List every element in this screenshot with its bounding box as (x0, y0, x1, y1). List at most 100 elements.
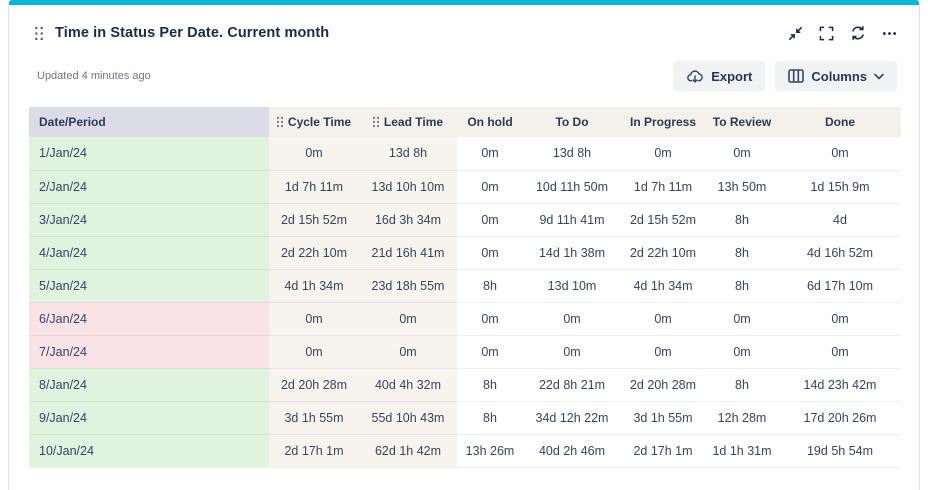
table-row[interactable]: 9/Jan/24 3d 1h 55m 55d 10h 43m 8h 34d 12… (29, 401, 901, 435)
export-button-label: Export (711, 68, 753, 84)
cell-on-hold: 0m (457, 335, 523, 369)
column-header-date-period[interactable]: Date/Period (29, 107, 269, 137)
refresh-icon[interactable] (850, 25, 866, 41)
cell-in-progress: 1d 7h 11m (621, 170, 705, 204)
cell-on-hold: 0m (457, 170, 523, 204)
column-header-to-review[interactable]: To Review (705, 107, 779, 137)
more-icon[interactable] (882, 26, 897, 41)
cell-done: 1d 15h 9m (779, 170, 901, 204)
cell-cycle-time: 4d 1h 34m (269, 269, 359, 303)
cell-on-hold: 13h 26m (457, 434, 523, 468)
cell-cycle-time: 2d 15h 52m (269, 203, 359, 237)
column-header-cycle-time[interactable]: Cycle Time (269, 107, 359, 137)
columns-button[interactable]: Columns (775, 61, 897, 91)
cell-to-review: 8h (705, 269, 779, 303)
table-row[interactable]: 6/Jan/24 0m 0m 0m 0m 0m 0m 0m (29, 302, 901, 336)
cell-cycle-time: 3d 1h 55m (269, 401, 359, 435)
table-row[interactable]: 7/Jan/24 0m 0m 0m 0m 0m 0m 0m (29, 335, 901, 369)
cell-cycle-time: 0m (269, 137, 359, 171)
cell-cycle-time: 1d 7h 11m (269, 170, 359, 204)
column-header-label: Lead Time (383, 114, 444, 129)
cell-to-review: 8h (705, 236, 779, 270)
cell-to-review: 0m (705, 137, 779, 171)
cell-on-hold: 0m (457, 236, 523, 270)
fullscreen-icon[interactable] (819, 26, 834, 41)
drag-handle-icon[interactable] (35, 26, 43, 40)
widget-actions (788, 25, 897, 41)
column-header-lead-time[interactable]: Lead Time (359, 107, 457, 137)
cell-lead-time: 62d 1h 42m (359, 434, 457, 468)
table-row[interactable]: 1/Jan/24 0m 13d 8h 0m 13d 8h 0m 0m 0m (29, 137, 901, 171)
cell-lead-time: 55d 10h 43m (359, 401, 457, 435)
cell-cycle-time: 2d 22h 10m (269, 236, 359, 270)
status-table-container: Date/Period Cycle Time (29, 107, 919, 468)
table-row[interactable]: 2/Jan/24 1d 7h 11m 13d 10h 10m 0m 10d 11… (29, 170, 901, 204)
table-row[interactable]: 10/Jan/24 2d 17h 1m 62d 1h 42m 13h 26m 4… (29, 434, 901, 468)
cell-to-do: 10d 11h 50m (523, 170, 621, 204)
time-in-status-table: Date/Period Cycle Time (29, 107, 901, 468)
column-drag-icon[interactable] (373, 116, 379, 127)
cell-cycle-time: 0m (269, 302, 359, 336)
cell-date: 7/Jan/24 (29, 335, 269, 369)
columns-icon (788, 69, 805, 83)
cell-date: 1/Jan/24 (29, 137, 269, 171)
cell-date: 9/Jan/24 (29, 401, 269, 435)
cell-lead-time: 21d 16h 41m (359, 236, 457, 270)
cell-to-do: 13d 8h (523, 137, 621, 171)
column-header-to-do[interactable]: To Do (523, 107, 621, 137)
cell-done: 19d 5h 54m (779, 434, 901, 468)
cell-in-progress: 3d 1h 55m (621, 401, 705, 435)
cell-to-review: 8h (705, 368, 779, 402)
cell-to-do: 13d 10m (523, 269, 621, 303)
collapse-icon[interactable] (788, 26, 803, 41)
cell-lead-time: 40d 4h 32m (359, 368, 457, 402)
cell-in-progress: 2d 17h 1m (621, 434, 705, 468)
cell-in-progress: 4d 1h 34m (621, 269, 705, 303)
column-header-in-progress[interactable]: In Progress (621, 107, 705, 137)
cell-in-progress: 2d 20h 28m (621, 368, 705, 402)
table-row[interactable]: 5/Jan/24 4d 1h 34m 23d 18h 55m 8h 13d 10… (29, 269, 901, 303)
cloud-download-icon (686, 69, 704, 84)
cell-done: 17d 20h 26m (779, 401, 901, 435)
cell-date: 4/Jan/24 (29, 236, 269, 270)
cell-date: 10/Jan/24 (29, 434, 269, 468)
cell-date: 5/Jan/24 (29, 269, 269, 303)
widget-title: Time in Status Per Date. Current month (55, 25, 330, 41)
cell-to-do: 34d 12h 22m (523, 401, 621, 435)
cell-on-hold: 0m (457, 302, 523, 336)
cell-on-hold: 0m (457, 203, 523, 237)
cell-to-do: 0m (523, 335, 621, 369)
cell-in-progress: 0m (621, 335, 705, 369)
column-header-done[interactable]: Done (779, 107, 901, 137)
cell-done: 0m (779, 137, 901, 171)
table-row[interactable]: 3/Jan/24 2d 15h 52m 16d 3h 34m 0m 9d 11h… (29, 203, 901, 237)
cell-on-hold: 8h (457, 269, 523, 303)
cell-date: 8/Jan/24 (29, 368, 269, 402)
cell-date: 2/Jan/24 (29, 170, 269, 204)
cell-to-do: 22d 8h 21m (523, 368, 621, 402)
toolbar: Updated 4 minutes ago Export (37, 61, 897, 91)
cell-in-progress: 2d 22h 10m (621, 236, 705, 270)
cell-date: 3/Jan/24 (29, 203, 269, 237)
table-row[interactable]: 8/Jan/24 2d 20h 28m 40d 4h 32m 8h 22d 8h… (29, 368, 901, 402)
cell-done: 4d (779, 203, 901, 237)
export-button[interactable]: Export (673, 61, 766, 91)
cell-on-hold: 8h (457, 401, 523, 435)
cell-lead-time: 13d 8h (359, 137, 457, 171)
cell-lead-time: 23d 18h 55m (359, 269, 457, 303)
cell-done: 4d 16h 52m (779, 236, 901, 270)
widget-card: Time in Status Per Date. Current month (8, 0, 920, 490)
column-header-on-hold[interactable]: On hold (457, 107, 523, 137)
cell-to-do: 9d 11h 41m (523, 203, 621, 237)
cell-lead-time: 0m (359, 302, 457, 336)
cell-done: 14d 23h 42m (779, 368, 901, 402)
cell-in-progress: 0m (621, 302, 705, 336)
table-body: 1/Jan/24 0m 13d 8h 0m 13d 8h 0m 0m 0m 2/… (29, 137, 901, 468)
column-drag-icon[interactable] (277, 116, 283, 127)
cell-to-review: 8h (705, 203, 779, 237)
cell-in-progress: 0m (621, 137, 705, 171)
table-row[interactable]: 4/Jan/24 2d 22h 10m 21d 16h 41m 0m 14d 1… (29, 236, 901, 270)
columns-button-label: Columns (811, 68, 867, 84)
table-header-row: Date/Period Cycle Time (29, 107, 901, 137)
cell-to-review: 0m (705, 302, 779, 336)
